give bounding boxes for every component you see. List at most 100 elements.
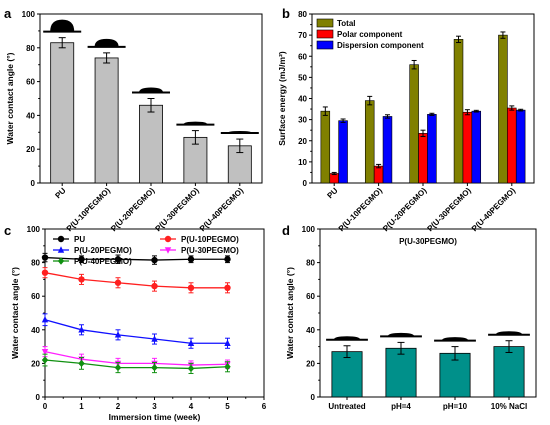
data-point xyxy=(114,363,122,372)
y-tick-label: 20 xyxy=(298,137,307,146)
y-tick-label: 0 xyxy=(311,393,316,402)
y-tick-label: 30 xyxy=(298,116,307,125)
y-tick-label: 10 xyxy=(298,158,307,167)
water-droplet-icon xyxy=(495,331,523,335)
bar xyxy=(139,104,163,184)
data-point xyxy=(187,284,195,291)
x-tick-label: PU xyxy=(325,186,339,200)
x-tick-label: 4 xyxy=(189,402,194,411)
legend-label: Dispersion component xyxy=(337,41,424,50)
bar xyxy=(427,114,437,184)
data-point xyxy=(78,359,85,368)
x-tick-label: 1 xyxy=(79,402,84,411)
y-tick-label: 50 xyxy=(298,73,307,82)
x-tick-label: 2 xyxy=(116,402,121,411)
water-droplet-icon xyxy=(183,121,208,125)
x-tick-label: 3 xyxy=(152,402,157,411)
data-point xyxy=(164,247,172,254)
legend-label: P(U-10PEGMO) xyxy=(181,235,239,244)
data-point xyxy=(114,331,122,338)
data-point xyxy=(224,363,231,371)
bar xyxy=(471,110,482,184)
y-axis-label: Surface energy (mJ/m²) xyxy=(277,51,287,146)
data-point xyxy=(151,335,158,342)
bar xyxy=(373,165,384,184)
x-tick-label: pH=10 xyxy=(443,402,468,411)
legend-label: PU xyxy=(74,235,85,244)
x-tick-label: pH=4 xyxy=(391,402,411,411)
bar xyxy=(462,111,473,184)
panel-letter-d: d xyxy=(282,223,290,238)
data-point xyxy=(41,316,49,323)
y-tick-label: 100 xyxy=(22,10,36,19)
bar xyxy=(498,34,508,184)
bar xyxy=(50,42,75,184)
y-axis-label: Water contact angle (°) xyxy=(285,267,295,359)
x-tick-label: P(U-30PEGMO) xyxy=(426,186,473,233)
legend-swatch xyxy=(316,18,334,28)
data-point xyxy=(41,348,49,356)
data-point xyxy=(78,276,85,283)
series-line xyxy=(44,256,228,261)
data-point xyxy=(224,284,231,291)
data-point xyxy=(41,269,49,276)
y-tick-label: 0 xyxy=(303,179,308,188)
x-tick-label: PU xyxy=(53,186,67,200)
panel-letter-c: c xyxy=(4,223,11,238)
bar xyxy=(493,346,525,398)
panel-b-surface-energy-bars: b 0 10 20 30 40 50 60 70 80 Surface energy (mJ/m²)… xyxy=(277,6,535,233)
series-line xyxy=(44,351,228,366)
data-point xyxy=(224,339,231,346)
water-droplet-icon xyxy=(227,131,252,134)
data-point xyxy=(151,256,158,264)
x-tick-label: P(U-10PEGMO) xyxy=(337,186,384,233)
legend-label: Polar component xyxy=(337,30,403,39)
y-tick-label: 100 xyxy=(302,225,316,234)
y-tick-label: 40 xyxy=(26,111,35,120)
data-point xyxy=(78,256,85,263)
panel-d-treatment-bars: d 0 20 40 60 80 100 Water contact angle (°) P(U-… xyxy=(282,223,537,411)
water-droplet-icon xyxy=(94,38,119,47)
x-tick-label: 10% NaCl xyxy=(491,402,527,411)
y-tick-label: 60 xyxy=(26,78,35,87)
data-point xyxy=(114,279,122,286)
series-line xyxy=(44,319,228,344)
water-droplet-icon xyxy=(387,332,415,337)
legend-label: P(U-40PEGMO) xyxy=(74,257,132,266)
y-tick-label: 40 xyxy=(31,326,40,335)
panel-c-immersion-time-lines: c 0 20 40 60 80 100 Water contact angle (°) 0 1 2 3… xyxy=(4,223,267,422)
y-tick-label: 80 xyxy=(26,44,35,53)
x-tick-label: P(U-40PEGMO) xyxy=(470,186,517,233)
data-point xyxy=(114,256,122,263)
legend-label: Total xyxy=(337,19,356,28)
y-tick-label: 60 xyxy=(31,292,40,301)
water-droplet-icon xyxy=(50,19,75,32)
bar xyxy=(439,352,471,398)
y-tick-label: 20 xyxy=(31,359,40,368)
y-tick-label: 70 xyxy=(298,31,307,40)
bar xyxy=(331,351,363,398)
legend-swatch xyxy=(316,40,334,50)
legend-label: P(U-20PEGMO) xyxy=(74,246,132,255)
y-tick-label: 80 xyxy=(298,10,307,19)
y-tick-label: 40 xyxy=(306,326,315,335)
y-tick-label: 40 xyxy=(298,95,307,104)
panel-letter-b: b xyxy=(282,6,290,21)
bar xyxy=(409,64,419,184)
legend-swatch xyxy=(316,29,334,39)
data-point xyxy=(78,326,85,333)
water-droplet-icon xyxy=(139,87,163,93)
water-droplet-icon xyxy=(441,337,469,341)
x-tick-label: 6 xyxy=(262,402,267,411)
panel-letter-a: a xyxy=(4,6,12,21)
data-point xyxy=(187,364,195,373)
y-tick-label: 0 xyxy=(36,393,41,402)
data-point xyxy=(57,235,65,243)
x-tick-label: P(U-40PEGMO) xyxy=(198,186,245,233)
bar xyxy=(320,110,331,184)
bar xyxy=(364,100,375,184)
data-point xyxy=(151,282,158,290)
bar xyxy=(382,116,393,184)
